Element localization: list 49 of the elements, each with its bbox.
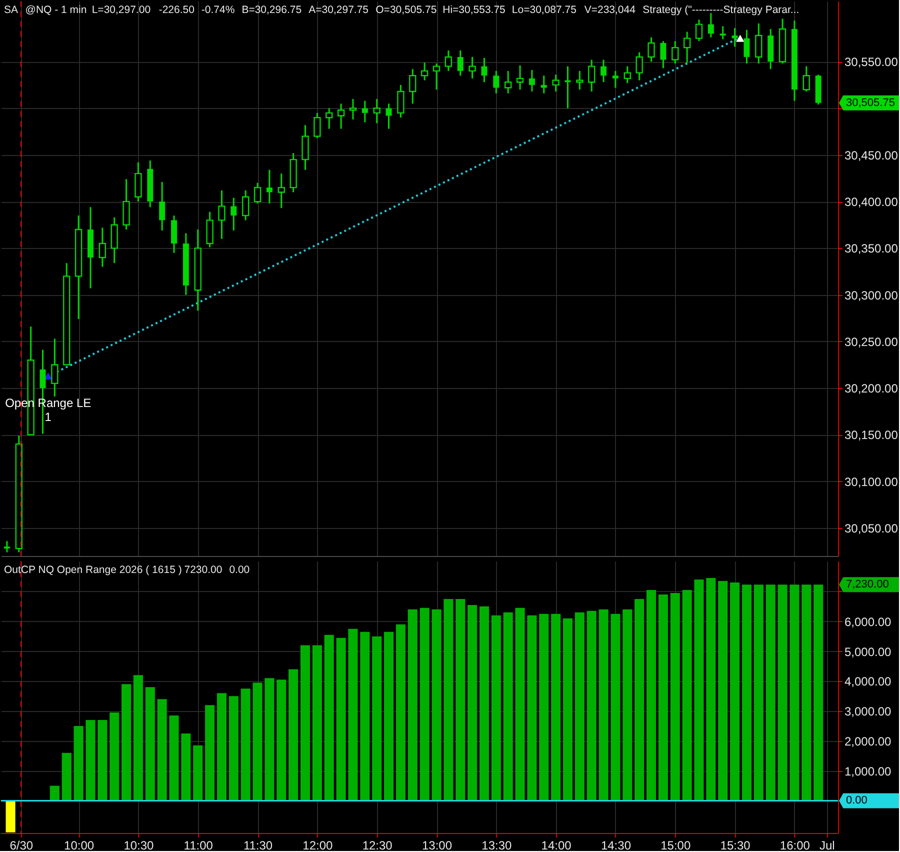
x-tick-label: Jul (819, 838, 835, 852)
x-tick-label: 15:30 (720, 838, 751, 852)
x-tick-label: 10:30 (124, 838, 154, 852)
annotation: L=30,297.00 (92, 4, 151, 16)
y-tick-label: 1,000.00 (844, 764, 892, 778)
x-tick-label: 12:00 (302, 838, 334, 852)
text: 30,505.75 (846, 96, 895, 109)
annotation: 0.00 (229, 564, 250, 576)
x-tick-label: 10:00 (64, 838, 94, 852)
y-tick-label: 2,000.00 (844, 734, 892, 748)
x-tick-label: 11:00 (184, 838, 214, 852)
annotation: Lo=30,087.75 (512, 4, 577, 16)
annotation: SA (4, 4, 18, 16)
x-tick-label: 15:00 (660, 838, 691, 852)
y-tick-label: 30,550.00 (844, 55, 898, 70)
y-tick-label: 3,000.00 (844, 704, 892, 719)
y-tick-label: 30,100.00 (844, 474, 898, 489)
chart-title: OutCP NQ Open Range 2026 ( 1615 ) (4, 564, 182, 576)
annotation: O=30,505.75 (376, 4, 437, 16)
x-tick-label: 13:30 (482, 838, 512, 852)
annotation: 7,230.00 (846, 578, 889, 591)
y-tick-label: 30,350.00 (844, 242, 898, 256)
y-tick-label: 30,250.00 (844, 334, 898, 349)
x-tick-label: 14:30 (600, 838, 632, 852)
y-tick-label: 30,150.00 (844, 428, 898, 442)
annotation: @NQ - 1 min (25, 4, 87, 16)
y-tick-label: 30,200.00 (844, 382, 898, 396)
x-tick-label: 11:30 (243, 838, 273, 852)
y-tick-label: 6,000.00 (844, 614, 892, 629)
annotation: A=30,297.75 (308, 4, 369, 16)
x-tick-label: 14:00 (541, 838, 572, 852)
annotation: Hi=30,553.75 (442, 4, 506, 16)
x-tick-label: 13:00 (422, 838, 452, 852)
annotation: Strategy ("---------Strategy Parar... (642, 4, 800, 16)
y-tick-label: 30,450.00 (844, 148, 898, 162)
y-tick-label: 30,400.00 (844, 195, 898, 210)
ref-line-label: 0.00 (846, 794, 868, 807)
y-tick-label: 30,300.00 (844, 288, 898, 302)
annotation: -0.74% (201, 4, 235, 16)
y-tick-label: 5,000.00 (844, 644, 892, 659)
x-tick-label: 16:00 (780, 838, 810, 852)
annotation: V=233,044 (584, 4, 636, 16)
y-tick-label: 30,050.00 (844, 522, 898, 536)
x-tick-label: 6/30 (10, 838, 34, 852)
y-tick-label: 4,000.00 (844, 674, 892, 689)
annotation: B=30,296.75 (242, 4, 302, 16)
x-tick-label: 12:30 (362, 838, 393, 852)
annotation: 7230.00 (184, 564, 222, 576)
annotation: -226.50 (158, 4, 195, 16)
